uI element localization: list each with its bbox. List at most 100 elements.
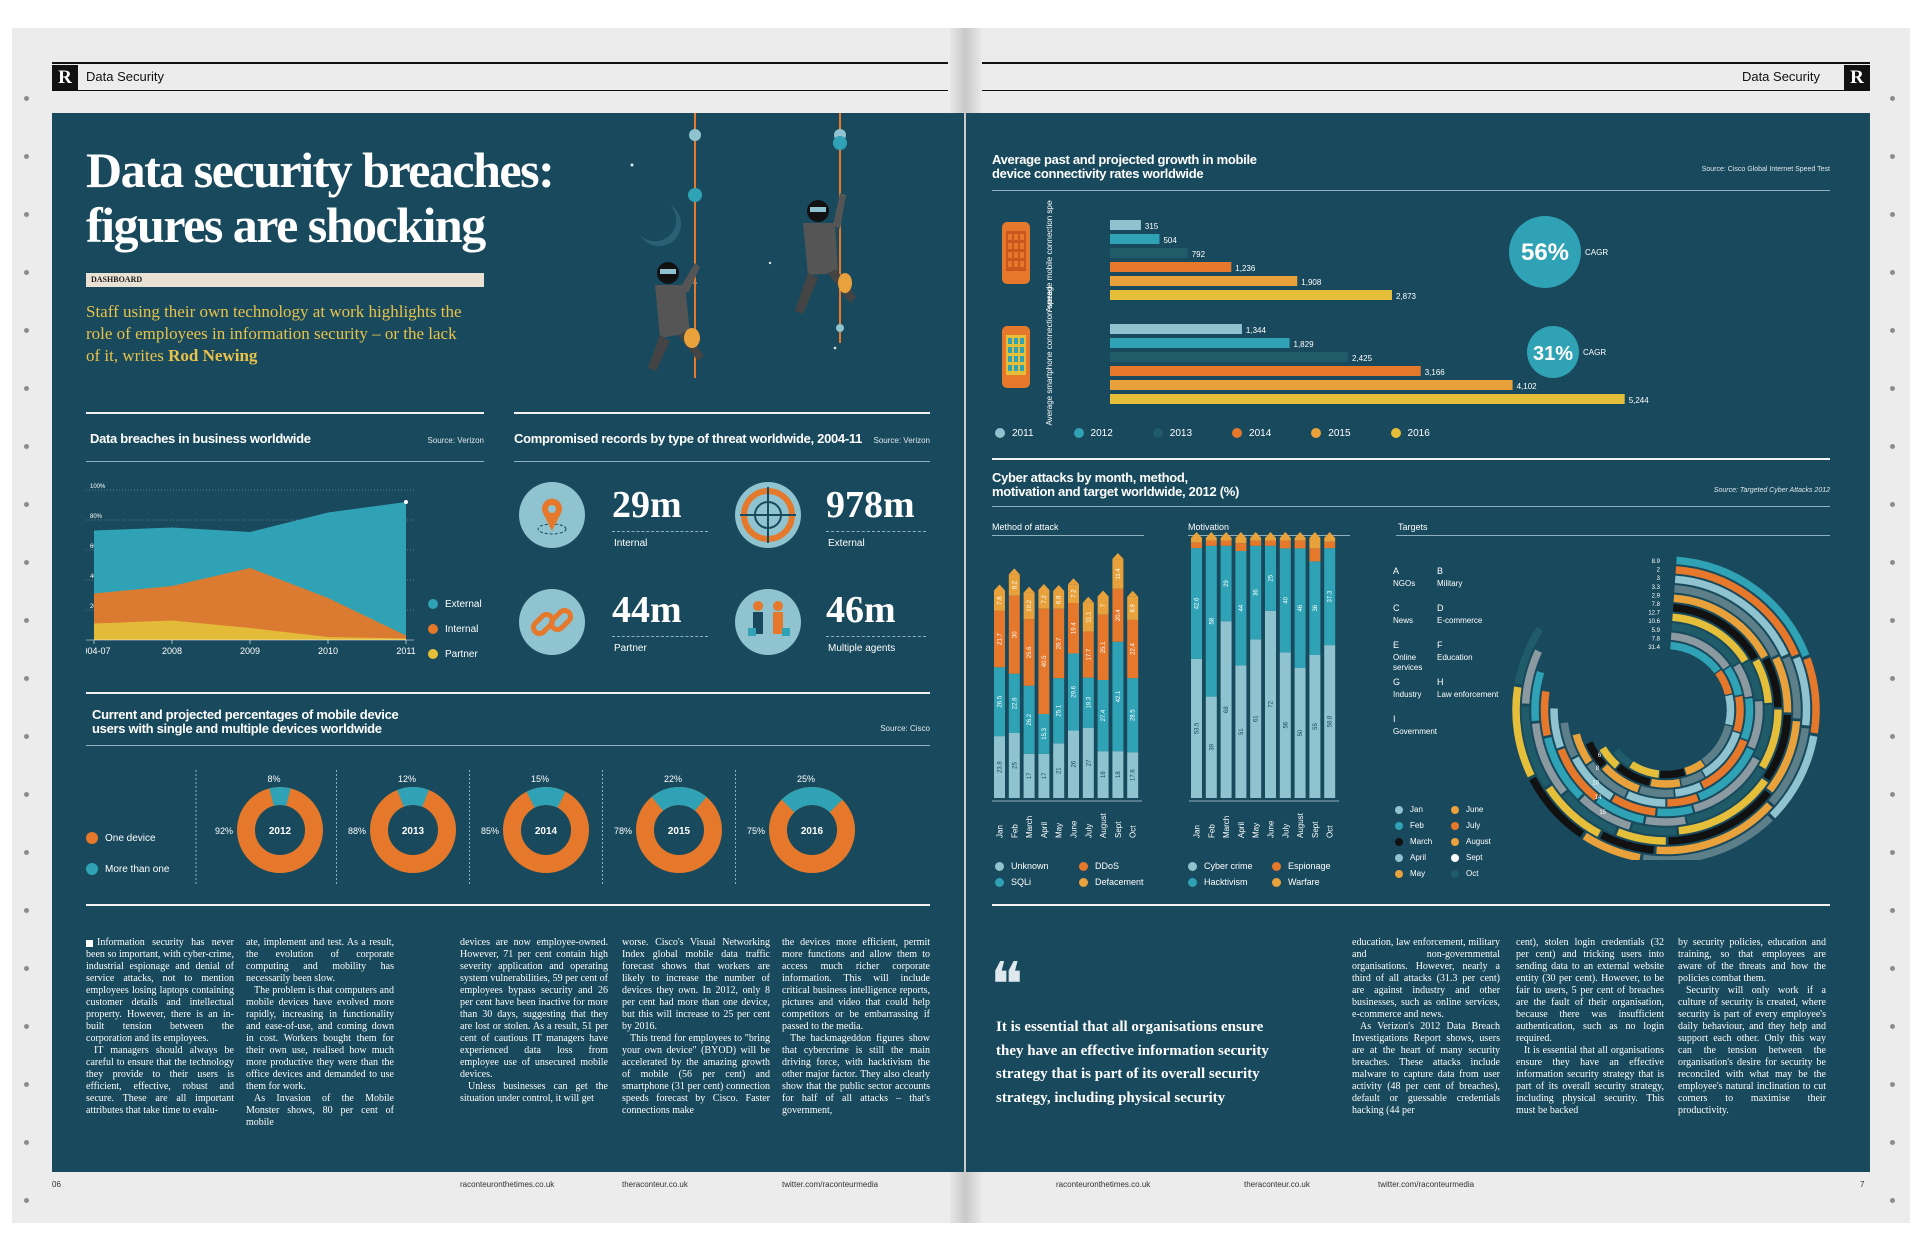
headline-line-1: Data security breaches: <box>86 142 555 198</box>
radial-ring-segment <box>1671 622 1739 667</box>
radial-ring-segment <box>1521 649 1542 704</box>
radial-ring-segment <box>1544 736 1584 799</box>
footer-link-4[interactable]: raconteuronthetimes.co.uk <box>1056 1180 1151 1189</box>
footer-link-1[interactable]: raconteuronthetimes.co.uk <box>460 1180 555 1189</box>
method-segment-sqli <box>1068 653 1079 731</box>
donut-more-than-one-2014 <box>503 787 589 873</box>
motivation-segment-war <box>1324 538 1336 542</box>
hacker-figure-1 <box>648 262 704 371</box>
speed-bar-2013 <box>1110 352 1349 362</box>
binder-hole <box>24 1082 29 1087</box>
method-rule <box>992 535 1144 536</box>
body-column-1: Information security has never been so i… <box>86 937 234 1116</box>
motivation-segment-esp <box>1265 540 1276 546</box>
binder-hole <box>24 908 29 913</box>
radial-ring-segment <box>1670 632 1730 670</box>
motivation-month-label: Feb <box>1207 824 1216 838</box>
phone-key <box>1014 252 1018 258</box>
speed-legend-item: 2013 <box>1152 428 1192 439</box>
footer-link-6[interactable]: twitter.com/raconteurmedia <box>1378 1180 1475 1189</box>
radial-value-label: 2 <box>1657 568 1661 574</box>
phone-key <box>1014 234 1018 240</box>
method-segment-ddos <box>1023 619 1035 686</box>
target-key: I Government <box>1393 714 1438 736</box>
radial-ring-segment <box>1772 656 1792 713</box>
method-segment-label: 26 <box>1072 760 1078 767</box>
radial-ring-segment <box>1562 791 1617 835</box>
cyber-title-line-2: motivation and target worldwide, 2012 (%… <box>992 484 1240 499</box>
radial-ring-segment <box>1656 802 1773 855</box>
binder-hole <box>24 212 29 217</box>
motivation-month-label: July <box>1281 824 1290 838</box>
method-arrow-tip <box>1053 585 1065 592</box>
method-arrow-tip <box>1068 578 1079 585</box>
phone-key <box>1008 243 1012 249</box>
radial-ring-segment <box>1733 695 1744 733</box>
speed-title-rule <box>992 190 1830 191</box>
motivation-month-label: May <box>1252 823 1261 838</box>
footer-link-5[interactable]: theraconteur.co.uk <box>1244 1180 1310 1189</box>
motivation-segment-crime <box>1220 621 1232 798</box>
phone-key <box>1008 356 1012 362</box>
speed-bar-2011 <box>1110 324 1242 334</box>
motivation-segment-label: 36 <box>1313 604 1319 611</box>
donut-more-label: 8% <box>267 774 280 784</box>
method-segment-label: 7.2 <box>1072 589 1078 598</box>
binder-hole <box>24 560 29 565</box>
cyber-title-line-1: Cyber attacks by month, method, <box>992 470 1188 485</box>
binder-hole <box>1890 1024 1895 1029</box>
radial-ring-segment <box>1673 594 1768 659</box>
motivation-segment-esp <box>1250 540 1262 546</box>
radial-ring-segment <box>1680 770 1705 787</box>
speed-bar-2015 <box>1110 276 1298 286</box>
area-chart-top-rule <box>86 412 484 414</box>
speed-legend-item: 2014 <box>1232 428 1271 439</box>
phone-key <box>1008 252 1012 258</box>
legend-external: External <box>428 592 482 617</box>
method-segment-label: 6.8 <box>1057 595 1063 604</box>
donut-title-line-2: users with single and multiple devices w… <box>92 721 382 736</box>
method-segment-unknown <box>1112 751 1124 798</box>
motivation-segment-crime <box>1205 696 1217 798</box>
motivation-segment-esp <box>1294 540 1306 549</box>
method-segment-deface <box>1053 591 1065 609</box>
radial-ring-segment <box>1550 708 1564 749</box>
kicker-label: DASHBOARD <box>91 275 143 284</box>
target-key: C News <box>1393 603 1414 625</box>
target-key: H Law enforcement <box>1437 677 1499 699</box>
radial-value-label: 15 <box>1599 810 1606 816</box>
binder-hole <box>1890 734 1895 739</box>
motivation-segment-war <box>1265 538 1276 541</box>
method-segment-label: 21.7 <box>998 633 1004 645</box>
method-month-label: Oct <box>1129 825 1138 838</box>
radial-ring-segment <box>1579 795 1632 830</box>
header-rule-right <box>982 90 1870 91</box>
method-month-label: April <box>1040 822 1049 838</box>
radial-ring-segment <box>1753 704 1773 759</box>
cagr-label: CAGR <box>1583 348 1606 357</box>
binder-hole <box>1890 850 1895 855</box>
footer-link-3[interactable]: twitter.com/raconteurmedia <box>782 1180 879 1189</box>
method-segment-deface <box>994 590 1005 611</box>
donut-legend: One device More than one <box>86 823 170 885</box>
motivation-month-label: August <box>1296 812 1305 838</box>
radial-ring-segment <box>1540 690 1551 737</box>
area-chart-source: Source: Verizon <box>427 436 484 445</box>
footer-link-2[interactable]: theraconteur.co.uk <box>622 1180 688 1189</box>
method-segment-label: 19.4 <box>1072 622 1078 634</box>
motivation-segment-war <box>1191 538 1202 543</box>
motivation-segment-label: 56 <box>1283 721 1289 728</box>
area-x-tick: 2009 <box>240 646 260 656</box>
method-segment-sqli <box>1127 678 1139 753</box>
speed-bar-2016 <box>1110 394 1625 404</box>
motivation-arrow-tip <box>1279 532 1291 538</box>
motivation-arrow-tip <box>1294 532 1306 538</box>
motivation-segment-crime <box>1265 610 1276 798</box>
body-top-rule-right <box>992 904 1830 906</box>
donut-one-label: 85% <box>481 826 499 836</box>
cagr-label: CAGR <box>1585 248 1608 257</box>
area-chart-title: Data breaches in business worldwide <box>90 431 311 446</box>
month-legend-item: May <box>1395 869 1425 878</box>
method-segment-label: 25.6 <box>1027 646 1033 658</box>
phone-key <box>1008 261 1012 267</box>
